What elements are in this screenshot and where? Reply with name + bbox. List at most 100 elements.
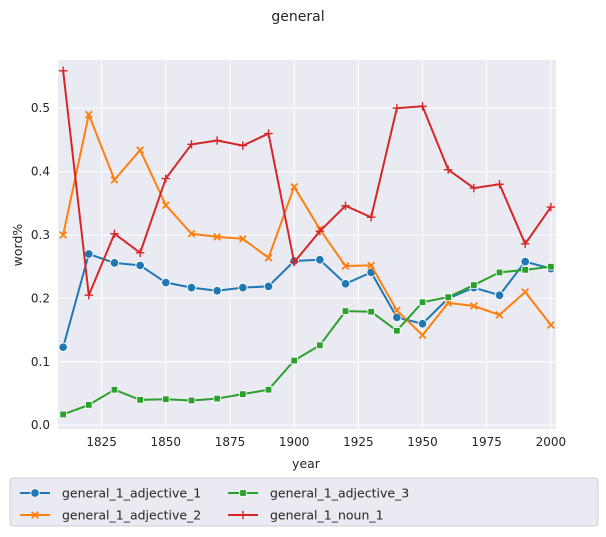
data-point [520,239,530,249]
legend-label: general_1_adjective_1 [62,486,201,501]
legend-label: general_1_adjective_3 [270,486,409,501]
marker-stroke [110,175,119,184]
data-point [59,231,68,239]
grid [58,60,556,429]
chart-title: general [271,9,324,25]
data-point [136,396,144,404]
legend-box [9,477,599,527]
data-point [135,260,145,271]
marker-stroke [59,231,68,239]
data-point [290,182,299,191]
data-point [212,136,222,145]
data-point [187,229,196,238]
data-point [84,291,94,300]
data-point [239,390,247,398]
data-point [135,248,145,257]
data-point [443,165,453,174]
x-tick-label: 1850 [151,435,182,449]
data-point [238,234,247,243]
marker-stroke [392,306,401,315]
data-point [392,306,401,315]
y-tick-label: 0.1 [31,355,50,369]
data-point [84,249,94,259]
data-point [418,102,427,111]
data-point [110,385,119,394]
series-line [62,70,552,297]
legend-item: general_1_adjective_1 [20,486,201,501]
x-tick-label: 1825 [86,435,117,449]
series-line [62,113,552,337]
data-point [161,201,170,210]
data-point [417,319,428,329]
data-point [470,281,478,289]
data-point [521,288,530,296]
data-point [31,511,39,519]
data-point [393,327,401,335]
marker-stroke [84,110,93,119]
data-point [187,140,196,149]
data-point [341,201,350,211]
data-point [495,310,504,319]
marker-stroke [31,511,39,519]
x-tick-label: 1975 [471,435,502,449]
data-point [30,488,40,498]
data-point [341,262,350,270]
marker-stroke [367,261,376,270]
data-point [521,266,529,274]
y-tick-label: 0.2 [31,291,50,305]
data-point [161,277,171,288]
data-point [161,174,171,183]
data-point [264,385,273,394]
marker-stroke [469,302,478,310]
marker-stroke [546,321,555,329]
x-tick-label: 1925 [343,435,374,449]
data-point [520,256,530,267]
data-point [341,307,350,315]
y-tick-labels: 0.0 0.1 0.2 0.3 0.4 0.5 [31,101,50,432]
data-point [495,268,504,277]
data-point [367,308,375,316]
data-point [264,129,273,138]
data-point [239,489,247,497]
data-point [58,342,68,352]
data-point [84,110,93,119]
marker-stroke [187,229,196,238]
legend-item: general_1_adjective_3 [228,486,409,501]
data-point [546,321,555,329]
data-point [289,258,299,267]
x-tick-labels: 1825 1850 1875 1900 1925 1950 1975 2000 [86,435,566,449]
x-tick-label: 1950 [407,435,438,449]
data-point [264,253,273,262]
data-point [418,331,427,340]
data-point [213,394,221,403]
plot-background [58,60,556,429]
data-point [213,232,222,241]
legend-item: general_1_noun_1 [228,508,384,523]
data-point [315,226,325,236]
legend: general_1_adjective_1 general_1_adjective… [9,477,599,527]
data-point [494,290,505,300]
data-point [238,510,248,520]
data-point [263,281,274,292]
data-point [212,286,222,296]
data-point [110,175,119,184]
y-tick-label: 0.0 [31,418,50,432]
y-tick-label: 0.5 [31,101,50,115]
data-point [162,395,170,403]
data-point [290,356,298,365]
marker-stroke [290,182,299,191]
x-tick-label: 1900 [279,435,310,449]
legend-label: general_1_noun_1 [270,508,384,523]
marker-stroke [521,288,530,296]
data-point [392,312,402,323]
data-point [392,103,402,113]
marker-stroke [341,262,350,270]
marker-stroke [238,234,247,243]
data-point [418,298,427,306]
data-point [58,66,68,75]
data-point [444,293,452,301]
series-line [62,265,551,416]
x-axis-title: year [292,456,321,471]
data-point [136,146,145,154]
data-point [110,229,119,238]
